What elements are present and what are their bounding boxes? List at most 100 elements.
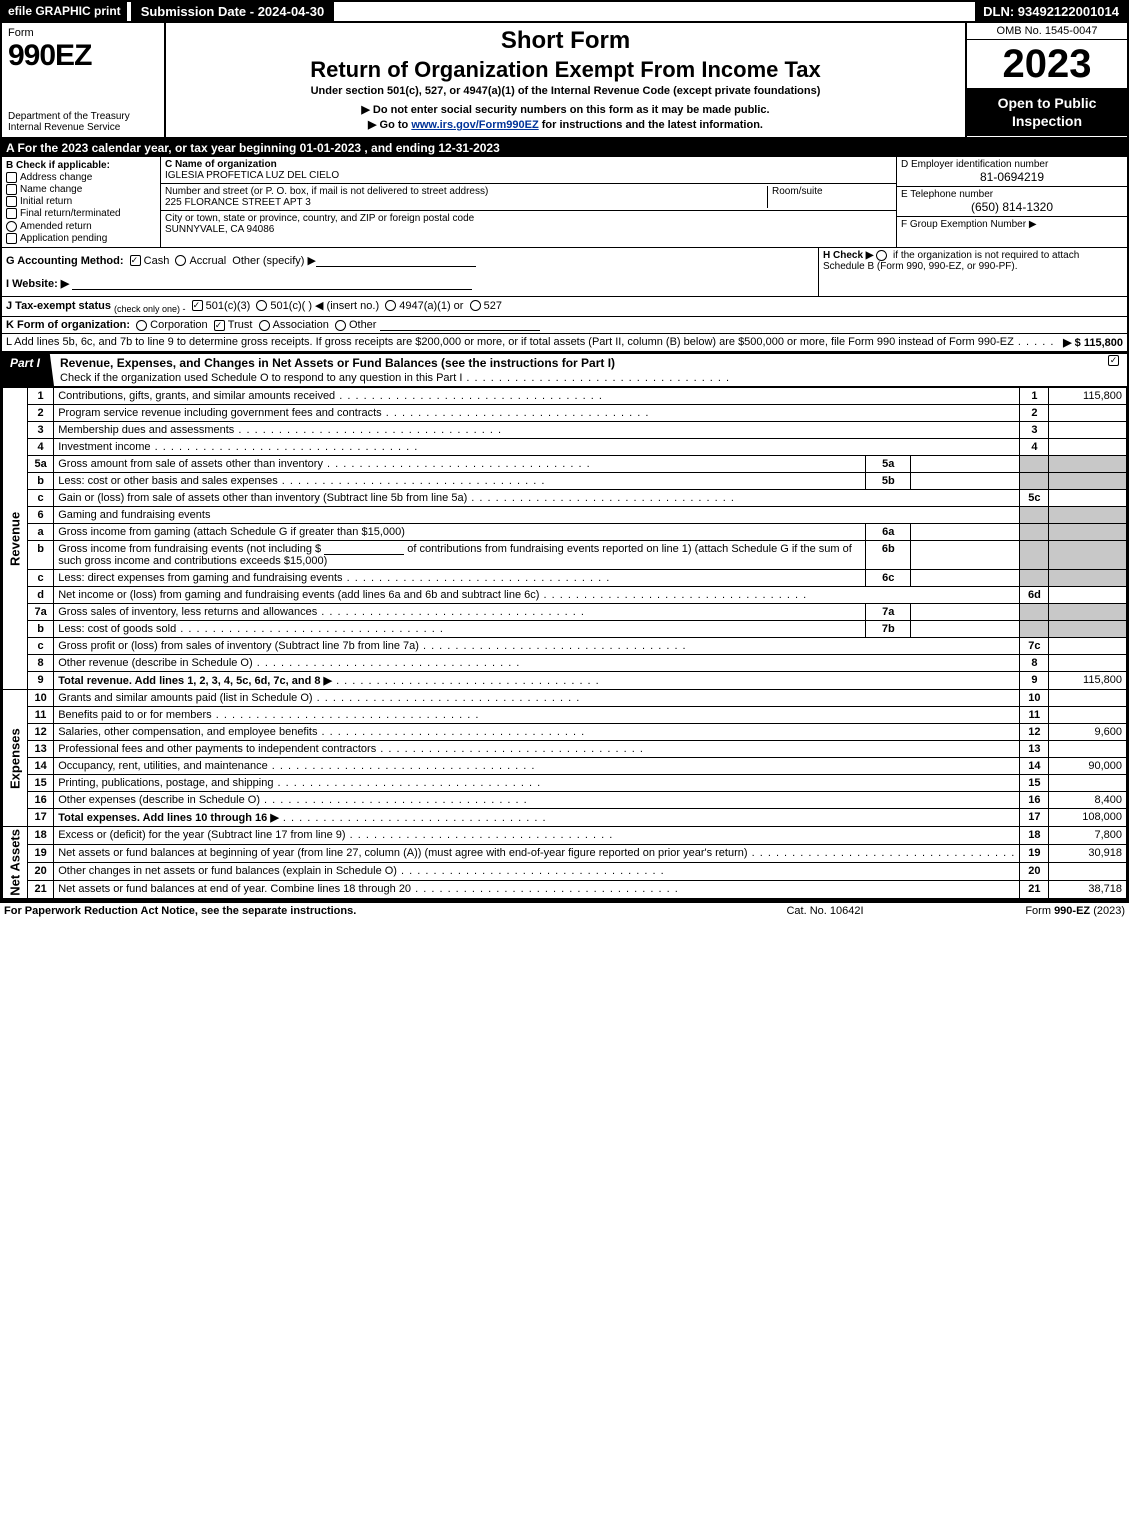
l7a-sub: 7a	[866, 604, 911, 621]
l15-val	[1049, 775, 1127, 792]
f-label: F Group Exemption Number ▶	[901, 219, 1037, 230]
b-opt-final-label: Final return/terminated	[20, 209, 121, 220]
l6d-num: d	[27, 587, 53, 604]
part1-header: Part I Revenue, Expenses, and Changes in…	[2, 352, 1127, 387]
l6d-rnum: 6d	[1020, 587, 1049, 604]
l20-num: 20	[27, 862, 53, 880]
l1-num: 1	[27, 388, 53, 405]
telephone: (650) 814-1320	[901, 200, 1123, 214]
section-f: F Group Exemption Number ▶	[897, 217, 1127, 232]
l6c-val	[1049, 570, 1127, 587]
l10-val	[1049, 690, 1127, 707]
l17-val: 108,000	[1049, 809, 1127, 827]
part1-title: Revenue, Expenses, and Changes in Net As…	[54, 354, 1103, 386]
j-o4-label: 527	[484, 300, 502, 312]
line-15: 15 Printing, publications, postage, and …	[3, 775, 1127, 792]
bullet-link-post: for instructions and the latest informat…	[542, 119, 763, 131]
l9-num: 9	[27, 672, 53, 690]
bullet-link-pre: ▶ Go to	[368, 119, 411, 131]
checkbox-h[interactable]	[876, 250, 887, 261]
checkbox-other-org[interactable]	[335, 320, 346, 331]
l6-num: 6	[27, 507, 53, 524]
l12-val: 9,600	[1049, 724, 1127, 741]
org-city: SUNNYVALE, CA 94086	[165, 224, 892, 235]
page-footer: For Paperwork Reduction Act Notice, see …	[0, 901, 1129, 919]
header-bullets: ▶ Do not enter social security numbers o…	[174, 103, 957, 131]
l14-val: 90,000	[1049, 758, 1127, 775]
efile-label[interactable]: efile GRAPHIC print	[2, 2, 127, 21]
form-container: efile GRAPHIC print Submission Date - 20…	[0, 0, 1129, 901]
checkbox-amended-return[interactable]	[6, 221, 17, 232]
l17-num: 17	[27, 809, 53, 827]
l16-desc: Other expenses (describe in Schedule O)	[58, 794, 260, 806]
l10-num: 10	[27, 690, 53, 707]
k-other-label: Other	[349, 319, 377, 331]
footer-left: For Paperwork Reduction Act Notice, see …	[4, 905, 725, 917]
checkbox-schedule-o[interactable]	[1108, 355, 1119, 366]
g-other-input[interactable]	[316, 255, 476, 267]
l5c-desc: Gain or (loss) from sale of assets other…	[58, 492, 467, 504]
checkbox-corporation[interactable]	[136, 320, 147, 331]
c-city-label: City or town, state or province, country…	[165, 213, 892, 224]
line-5c: c Gain or (loss) from sale of assets oth…	[3, 490, 1127, 507]
k-other-input[interactable]	[380, 319, 540, 331]
line-11: 11 Benefits paid to or for members 11	[3, 707, 1127, 724]
l5b-subval	[911, 473, 1020, 490]
b-opt-amended-label: Amended return	[20, 221, 92, 232]
part1-title-text: Revenue, Expenses, and Changes in Net As…	[60, 356, 615, 370]
l6b-desc1: Gross income from fundraising events (no…	[58, 543, 321, 555]
l11-rnum: 11	[1020, 707, 1049, 724]
checkbox-trust[interactable]	[214, 320, 225, 331]
l9-desc: Total revenue. Add lines 1, 2, 3, 4, 5c,…	[58, 675, 320, 687]
checkbox-501c[interactable]	[256, 300, 267, 311]
k-trust-label: Trust	[228, 319, 253, 331]
department-label: Department of the Treasury Internal Reve…	[8, 111, 158, 133]
footer-right: Form 990-EZ (2023)	[925, 905, 1125, 917]
return-title: Return of Organization Exempt From Incom…	[174, 57, 957, 83]
checkbox-accrual[interactable]	[175, 255, 186, 266]
form-number: 990EZ	[8, 39, 158, 73]
l6b-amount-input[interactable]	[324, 543, 404, 555]
d-label: D Employer identification number	[901, 159, 1123, 170]
l4-val	[1049, 439, 1127, 456]
l5b-val	[1049, 473, 1127, 490]
l15-num: 15	[27, 775, 53, 792]
line-5b: b Less: cost or other basis and sales ex…	[3, 473, 1127, 490]
website-input[interactable]	[72, 278, 472, 290]
l5a-subval	[911, 456, 1020, 473]
checkbox-name-change[interactable]	[6, 184, 17, 195]
l8-val	[1049, 655, 1127, 672]
l1-rnum: 1	[1020, 388, 1049, 405]
irs-link[interactable]: www.irs.gov/Form990EZ	[411, 119, 538, 131]
line-12: 12 Salaries, other compensation, and emp…	[3, 724, 1127, 741]
footer-right-bold: 990-EZ	[1054, 905, 1090, 917]
l3-desc: Membership dues and assessments	[58, 424, 234, 436]
k-assoc-label: Association	[273, 319, 329, 331]
l7b-num: b	[27, 621, 53, 638]
part1-check-cell	[1103, 354, 1127, 386]
bullet-link-row: ▶ Go to www.irs.gov/Form990EZ for instru…	[174, 118, 957, 131]
checkbox-cash[interactable]	[130, 255, 141, 266]
checkbox-527[interactable]	[470, 300, 481, 311]
tax-year: 2023	[967, 40, 1127, 89]
checkbox-application-pending[interactable]	[6, 233, 17, 244]
l10-desc: Grants and similar amounts paid (list in…	[58, 692, 312, 704]
j-o1-label: 501(c)(3)	[206, 300, 251, 312]
short-form-title: Short Form	[174, 27, 957, 55]
checkbox-4947[interactable]	[385, 300, 396, 311]
section-l: L Add lines 5b, 6c, and 7b to line 9 to …	[2, 334, 1127, 352]
l5a-desc: Gross amount from sale of assets other t…	[58, 458, 323, 470]
c-name-row: C Name of organization IGLESIA PROFETICA…	[161, 157, 896, 184]
checkbox-address-change[interactable]	[6, 172, 17, 183]
checkbox-association[interactable]	[259, 320, 270, 331]
checkbox-final-return[interactable]	[6, 208, 17, 219]
l2-num: 2	[27, 405, 53, 422]
l1-val: 115,800	[1049, 388, 1127, 405]
l6a-desc: Gross income from gaming (attach Schedul…	[58, 526, 405, 538]
checkbox-501c3[interactable]	[192, 300, 203, 311]
b-opt-name: Name change	[6, 184, 156, 195]
g-cash-label: Cash	[144, 255, 170, 267]
org-name: IGLESIA PROFETICA LUZ DEL CIELO	[165, 170, 892, 181]
line-7b: b Less: cost of goods sold 7b	[3, 621, 1127, 638]
checkbox-initial-return[interactable]	[6, 196, 17, 207]
